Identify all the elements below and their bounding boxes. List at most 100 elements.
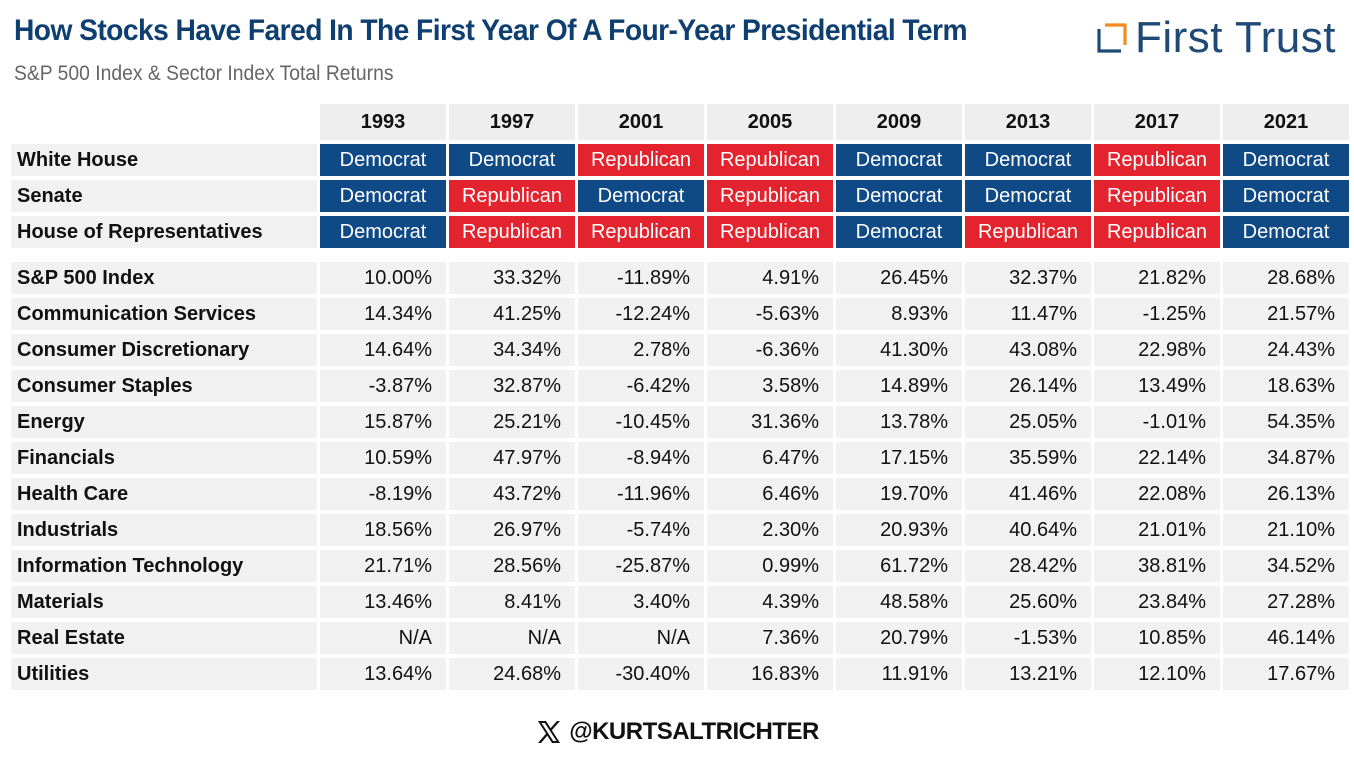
row-label: House of Representatives	[11, 216, 317, 248]
return-value-cell: 46.14%	[1223, 622, 1349, 654]
party-cell: Democrat	[320, 144, 446, 176]
return-row: Consumer Discretionary 14.64% 34.34% 2.78% -…	[11, 334, 1349, 366]
return-value-cell: 13.78%	[836, 406, 962, 438]
return-value-cell: 2.78%	[578, 334, 704, 366]
row-label: Consumer Discretionary	[11, 334, 317, 366]
return-value-cell: 48.58%	[836, 586, 962, 618]
party-cell: Republican	[449, 216, 575, 248]
return-value-cell: 21.57%	[1223, 298, 1349, 330]
return-value-cell: 22.14%	[1094, 442, 1220, 474]
return-value-cell: 21.71%	[320, 550, 446, 582]
return-value-cell: 15.87%	[320, 406, 446, 438]
return-value-cell: 41.46%	[965, 478, 1091, 510]
return-value-cell: 14.34%	[320, 298, 446, 330]
party-cell: Republican	[707, 180, 833, 212]
return-value-cell: 28.56%	[449, 550, 575, 582]
return-value-cell: 25.21%	[449, 406, 575, 438]
year-header-2017: 2017	[1094, 104, 1220, 140]
row-label: Real Estate	[11, 622, 317, 654]
return-value-cell: 10.85%	[1094, 622, 1220, 654]
return-value-cell: 10.59%	[320, 442, 446, 474]
return-row: Information Technology 21.71% 28.56% -25.87…	[11, 550, 1349, 582]
control-row: White House Democrat Democrat Republican Rep…	[11, 144, 1349, 176]
return-value-cell: -6.42%	[578, 370, 704, 402]
return-value-cell: 26.45%	[836, 262, 962, 294]
spacer-cell	[11, 252, 1349, 258]
return-value-cell: 13.49%	[1094, 370, 1220, 402]
return-value-cell: 3.58%	[707, 370, 833, 402]
party-cell: Republican	[707, 216, 833, 248]
table-body: White House Democrat Democrat Republican Rep…	[11, 144, 1349, 690]
party-cell: Republican	[1094, 216, 1220, 248]
return-value-cell: 8.41%	[449, 586, 575, 618]
page-title: How Stocks Have Fared In The First Year …	[14, 14, 968, 47]
year-header-row: 1993 1997 2001 2005 2009 2013 2017 2021	[11, 104, 1349, 140]
party-cell: Republican	[578, 216, 704, 248]
party-cell: Democrat	[965, 144, 1091, 176]
footer: @KURTSALTRICHTER	[0, 718, 1354, 746]
row-label: Senate	[11, 180, 317, 212]
return-value-cell: N/A	[578, 622, 704, 654]
return-value-cell: 27.28%	[1223, 586, 1349, 618]
party-cell: Republican	[1094, 144, 1220, 176]
return-value-cell: 47.97%	[449, 442, 575, 474]
row-label: White House	[11, 144, 317, 176]
return-value-cell: 21.01%	[1094, 514, 1220, 546]
return-value-cell: 21.82%	[1094, 262, 1220, 294]
party-cell: Democrat	[578, 180, 704, 212]
row-label: Materials	[11, 586, 317, 618]
return-value-cell: 26.14%	[965, 370, 1091, 402]
return-value-cell: 25.60%	[965, 586, 1091, 618]
return-value-cell: 6.47%	[707, 442, 833, 474]
row-label: Information Technology	[11, 550, 317, 582]
return-value-cell: 43.72%	[449, 478, 575, 510]
return-value-cell: -12.24%	[578, 298, 704, 330]
year-header-2021: 2021	[1223, 104, 1349, 140]
return-row: Communication Services 14.34% 41.25% -12.24…	[11, 298, 1349, 330]
return-value-cell: 34.87%	[1223, 442, 1349, 474]
return-value-cell: 11.91%	[836, 658, 962, 690]
return-value-cell: N/A	[320, 622, 446, 654]
return-value-cell: 18.56%	[320, 514, 446, 546]
return-value-cell: 38.81%	[1094, 550, 1220, 582]
return-value-cell: 26.13%	[1223, 478, 1349, 510]
return-value-cell: 8.93%	[836, 298, 962, 330]
first-trust-mark-icon	[1097, 23, 1127, 53]
return-value-cell: 35.59%	[965, 442, 1091, 474]
return-value-cell: -1.25%	[1094, 298, 1220, 330]
return-row: Materials 13.46% 8.41% 3.40% 4.39% 48.58% 25.6…	[11, 586, 1349, 618]
party-cell: Republican	[1094, 180, 1220, 212]
row-label: Consumer Staples	[11, 370, 317, 402]
row-label: Health Care	[11, 478, 317, 510]
return-value-cell: 40.64%	[965, 514, 1091, 546]
return-value-cell: 34.52%	[1223, 550, 1349, 582]
return-value-cell: -1.01%	[1094, 406, 1220, 438]
row-label: Utilities	[11, 658, 317, 690]
return-value-cell: 26.97%	[449, 514, 575, 546]
return-value-cell: 13.46%	[320, 586, 446, 618]
return-value-cell: 13.64%	[320, 658, 446, 690]
year-header-2009: 2009	[836, 104, 962, 140]
return-value-cell: 54.35%	[1223, 406, 1349, 438]
logo-text: First Trust	[1134, 13, 1336, 62]
return-value-cell: -25.87%	[578, 550, 704, 582]
party-cell: Democrat	[449, 144, 575, 176]
return-row: Energy 15.87% 25.21% -10.45% 31.36% 13.78% 25.…	[11, 406, 1349, 438]
return-value-cell: 19.70%	[836, 478, 962, 510]
return-row: Industrials 18.56% 26.97% -5.74% 2.30% 20.93%…	[11, 514, 1349, 546]
return-value-cell: -5.74%	[578, 514, 704, 546]
return-value-cell: 0.99%	[707, 550, 833, 582]
return-value-cell: -8.94%	[578, 442, 704, 474]
return-value-cell: -11.96%	[578, 478, 704, 510]
return-value-cell: 41.25%	[449, 298, 575, 330]
table-corner	[11, 104, 317, 140]
return-value-cell: 13.21%	[965, 658, 1091, 690]
return-row: Financials 10.59% 47.97% -8.94% 6.47% 17.15% 3…	[11, 442, 1349, 474]
return-value-cell: 24.68%	[449, 658, 575, 690]
return-row: Consumer Staples -3.87% 32.87% -6.42% 3.58% 1…	[11, 370, 1349, 402]
return-value-cell: 17.15%	[836, 442, 962, 474]
party-cell: Republican	[965, 216, 1091, 248]
return-value-cell: 17.67%	[1223, 658, 1349, 690]
return-value-cell: 14.64%	[320, 334, 446, 366]
return-row: S&P 500 Index 10.00% 33.32% -11.89% 4.91% 26.…	[11, 262, 1349, 294]
